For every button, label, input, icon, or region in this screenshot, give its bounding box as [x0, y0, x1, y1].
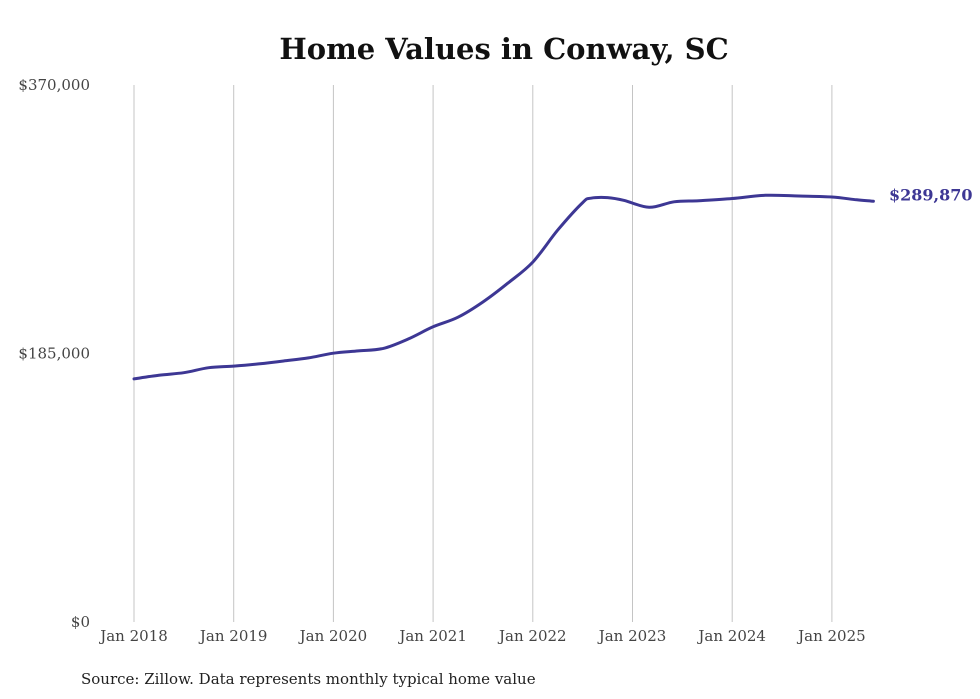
x-tick-label-1: Jan 2019 [198, 627, 268, 645]
chart-title: Home Values in Conway, SC [279, 32, 728, 66]
x-tick-label-5: Jan 2023 [597, 627, 667, 645]
x-tick-label-4: Jan 2022 [497, 627, 567, 645]
x-axis-ticks: Jan 2018 Jan 2019 Jan 2020 Jan 2021 Jan 2022… [98, 627, 865, 645]
x-tick-label-6: Jan 2024 [696, 627, 766, 645]
x-tick-label-2: Jan 2020 [298, 627, 368, 645]
y-tick-label-0: $0 [71, 613, 90, 631]
x-tick-label-7: Jan 2025 [796, 627, 866, 645]
gridlines [133, 85, 833, 622]
y-tick-label-2: $370,000 [18, 76, 90, 94]
y-axis-ticks: $0 $185,000 $370,000 [18, 76, 90, 631]
x-tick-label-3: Jan 2021 [397, 627, 467, 645]
source-note: Source: Zillow. Data represents monthly … [81, 670, 536, 688]
y-tick-label-1: $185,000 [18, 345, 90, 363]
latest-value-label: $289,870 [889, 185, 973, 204]
x-tick-label-0: Jan 2018 [98, 627, 168, 645]
home-value-line [132, 193, 875, 381]
